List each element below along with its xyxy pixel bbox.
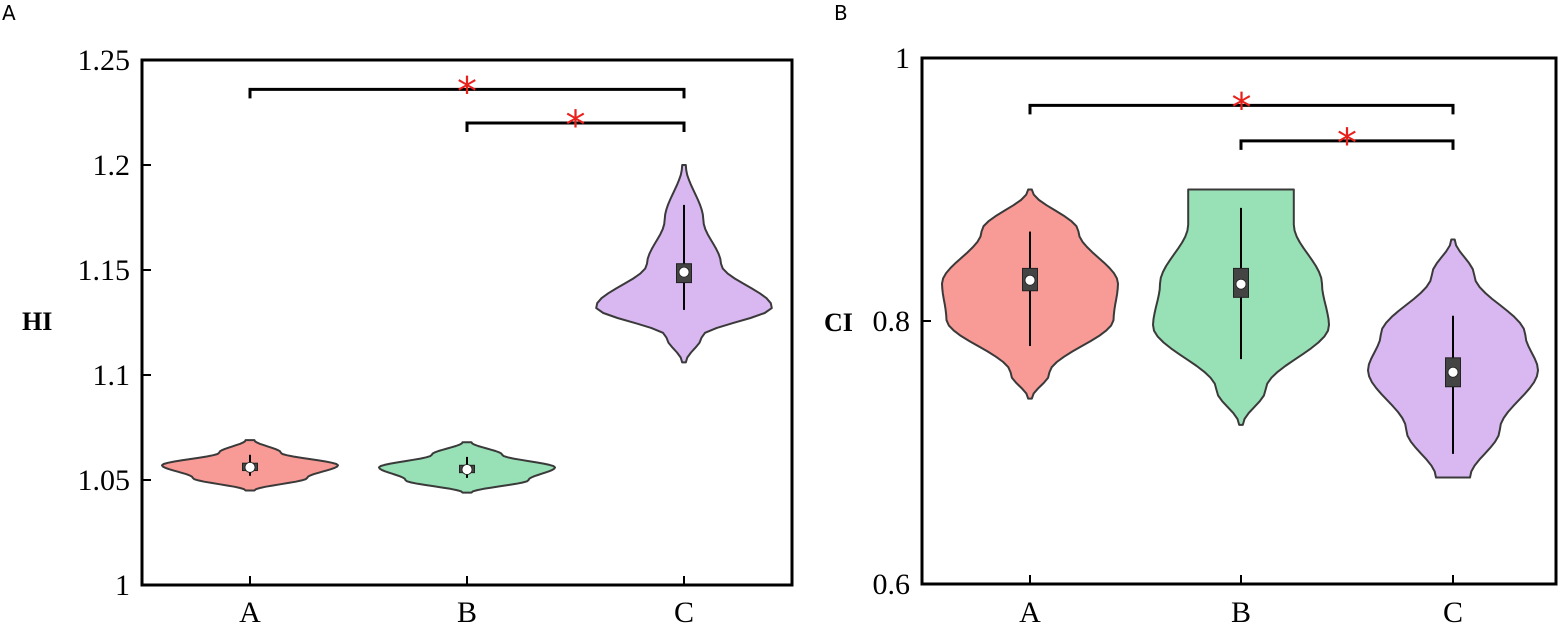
significance-star: * <box>457 69 477 115</box>
x-tick-label: A <box>239 596 261 626</box>
median-dot-a <box>244 461 256 473</box>
significance-bracket <box>465 121 686 132</box>
x-tick-label: A <box>1019 596 1041 626</box>
median-dot-c <box>1447 366 1459 378</box>
y-tick-label: 1.15 <box>78 254 131 287</box>
y-tick-label: 1 <box>895 42 910 75</box>
panel-letter-b: B <box>834 1 848 25</box>
significance-bracket <box>1028 103 1455 115</box>
y-tick-label: 0.8 <box>873 305 911 338</box>
x-tick-label: C <box>1443 596 1463 626</box>
significance-bracket <box>1239 139 1455 150</box>
y-axis-label-ci: CI <box>824 308 853 337</box>
significance-star: * <box>1232 85 1252 131</box>
median-dot-b <box>461 464 473 475</box>
y-tick-label: 1 <box>115 569 130 602</box>
y-tick-label: 1.2 <box>93 149 131 182</box>
y-tick-label: 1.25 <box>78 44 131 77</box>
median-dot-a <box>1024 274 1036 286</box>
x-tick-label: B <box>457 596 477 626</box>
median-dot-c <box>678 266 690 278</box>
panel-letter-a: A <box>2 1 16 25</box>
significance-star: * <box>1337 121 1357 167</box>
x-tick-label: C <box>674 596 694 626</box>
significance-bracket <box>248 87 686 99</box>
y-tick-label: 0.6 <box>873 568 911 601</box>
violin-plot-hi: HI 1 1.05 1.1 1.15 1.2 1.25 A B C * * <box>22 44 794 626</box>
y-axis-label-hi: HI <box>22 307 52 336</box>
y-tick-label: 1.1 <box>93 359 131 392</box>
y-tick-label: 1.05 <box>78 464 131 497</box>
violin-plot-ci: CI 0.6 0.8 1 A B C * * <box>824 42 1558 626</box>
x-tick-label: B <box>1231 596 1251 626</box>
significance-star: * <box>566 103 586 149</box>
median-dot-b <box>1235 278 1247 290</box>
